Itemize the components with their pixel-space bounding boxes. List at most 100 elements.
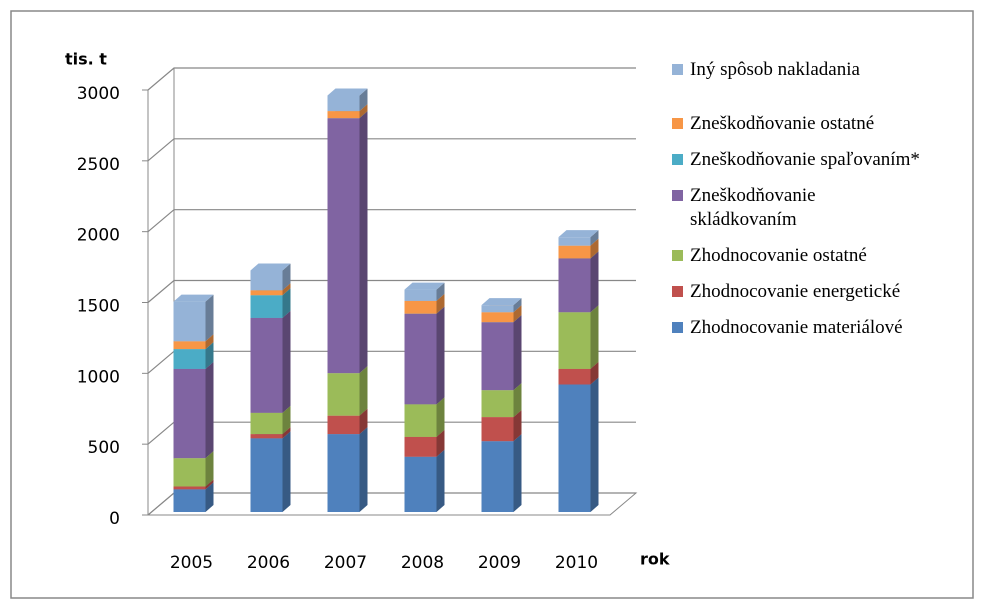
x-axis-label: rok bbox=[640, 550, 670, 569]
bar-side bbox=[205, 479, 214, 490]
legend-swatch bbox=[672, 64, 683, 75]
legend-label: Iný spôsob nakladania bbox=[690, 59, 860, 80]
x-tick-label: 2009 bbox=[478, 553, 521, 573]
bar-front bbox=[173, 458, 206, 487]
grid-line bbox=[147, 67, 636, 91]
bar-side bbox=[513, 298, 522, 313]
bar-side bbox=[513, 434, 522, 512]
bar-front bbox=[173, 489, 206, 512]
legend-swatch bbox=[672, 154, 683, 165]
bar-segment bbox=[173, 294, 214, 342]
bar-segment bbox=[481, 383, 522, 418]
bar-side bbox=[205, 294, 214, 342]
bar-segment bbox=[327, 427, 368, 512]
bar-front bbox=[481, 312, 514, 323]
bar-side bbox=[359, 408, 368, 435]
bar-front bbox=[404, 313, 437, 405]
bar-segment bbox=[327, 88, 368, 112]
bar-side bbox=[590, 251, 599, 313]
legend-swatch bbox=[672, 322, 683, 333]
bar-top bbox=[250, 263, 291, 271]
legend-label: Zneškodňovanie ostatné bbox=[690, 113, 875, 134]
bar-side bbox=[282, 431, 291, 512]
bar-front bbox=[250, 295, 283, 318]
legend-label: Zhodnocovanie materiálové bbox=[690, 317, 903, 338]
bar-side bbox=[436, 293, 445, 314]
bar-side bbox=[359, 88, 368, 112]
bar-front bbox=[558, 312, 591, 369]
x-tick-label: 2005 bbox=[170, 553, 213, 573]
bar-front bbox=[250, 434, 283, 439]
bar-front bbox=[481, 441, 514, 512]
legend-label: Zneškodňovanie skládkovaním bbox=[690, 185, 816, 230]
bar-segment bbox=[558, 377, 599, 512]
bar-side bbox=[205, 451, 214, 487]
bar-front bbox=[173, 341, 206, 350]
bar-top bbox=[481, 298, 522, 306]
bar-front bbox=[327, 373, 360, 416]
grid-line bbox=[147, 138, 636, 162]
bar-front bbox=[327, 111, 360, 119]
bar-front bbox=[481, 390, 514, 418]
legend-label: Zhodnocovanie ostatné bbox=[690, 245, 867, 266]
bar-side bbox=[590, 377, 599, 512]
legend-item: Zneškodňovanie ostatné bbox=[672, 112, 920, 136]
bar-front bbox=[173, 349, 206, 369]
bar-front bbox=[558, 258, 591, 313]
bar-front bbox=[404, 404, 437, 437]
bar-side bbox=[513, 410, 522, 442]
bar-front bbox=[481, 417, 514, 442]
bar-segment bbox=[250, 431, 291, 512]
bar-side bbox=[359, 366, 368, 416]
legend-swatch bbox=[672, 118, 683, 129]
y-tick-label: 2500 bbox=[77, 155, 120, 175]
y-tick-label: 2000 bbox=[77, 226, 120, 246]
bar-side bbox=[436, 306, 445, 405]
bar-segment bbox=[558, 251, 599, 313]
bar-front bbox=[173, 301, 206, 342]
bar-front bbox=[327, 415, 360, 435]
bar-front bbox=[327, 95, 360, 112]
x-tick-label: 2007 bbox=[324, 553, 367, 573]
bar-side bbox=[513, 315, 522, 391]
bar-front bbox=[558, 245, 591, 259]
legend-item: Zneškodňovanie spaľovaním* bbox=[672, 148, 920, 172]
bar-front bbox=[404, 436, 437, 457]
bar-side bbox=[282, 263, 291, 291]
legend-label: Zneškodňovanie spaľovaním* bbox=[690, 149, 920, 170]
legend-swatch bbox=[672, 190, 683, 201]
bar-front bbox=[173, 486, 206, 490]
bar-side bbox=[359, 104, 368, 119]
bar-front bbox=[481, 305, 514, 313]
bar-segment bbox=[481, 434, 522, 512]
y-tick-label: 0 bbox=[109, 509, 120, 529]
bar-segment bbox=[327, 111, 368, 374]
bar-front bbox=[481, 322, 514, 391]
bar-side bbox=[282, 427, 291, 439]
floor bbox=[146, 492, 638, 516]
bar-front bbox=[404, 456, 437, 512]
bar-segment bbox=[404, 306, 445, 405]
bar-segment bbox=[558, 230, 599, 246]
bar-front bbox=[404, 300, 437, 314]
legend-item: Zhodnocovanie energetické bbox=[672, 280, 920, 304]
legend-item: Iný spôsob nakladania bbox=[672, 58, 980, 82]
bar-side bbox=[513, 383, 522, 418]
bar-front bbox=[250, 270, 283, 291]
y-tick-label: 1000 bbox=[77, 367, 120, 387]
bar-top bbox=[327, 88, 368, 96]
bar-side bbox=[282, 405, 291, 435]
bar-side bbox=[590, 238, 599, 259]
bar-side bbox=[205, 334, 214, 350]
legend-item: Zhodnocovanie ostatné bbox=[672, 244, 920, 268]
bar-front bbox=[250, 290, 283, 296]
bar-side bbox=[359, 111, 368, 374]
x-tick-label: 2006 bbox=[247, 553, 290, 573]
bar-side bbox=[282, 283, 291, 296]
bar-side bbox=[436, 397, 445, 437]
x-tick-label: 2008 bbox=[401, 553, 444, 573]
bar-side bbox=[590, 230, 599, 246]
bar-front bbox=[558, 384, 591, 512]
bar-segment bbox=[250, 310, 291, 413]
